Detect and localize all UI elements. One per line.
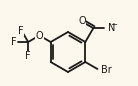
Text: F: F	[25, 51, 31, 61]
Text: F: F	[11, 37, 17, 47]
Text: −: −	[110, 20, 117, 29]
Text: Br: Br	[101, 65, 112, 75]
Text: N: N	[108, 23, 116, 33]
Text: F: F	[18, 26, 24, 36]
Text: O: O	[78, 16, 86, 26]
Text: O: O	[36, 31, 43, 41]
